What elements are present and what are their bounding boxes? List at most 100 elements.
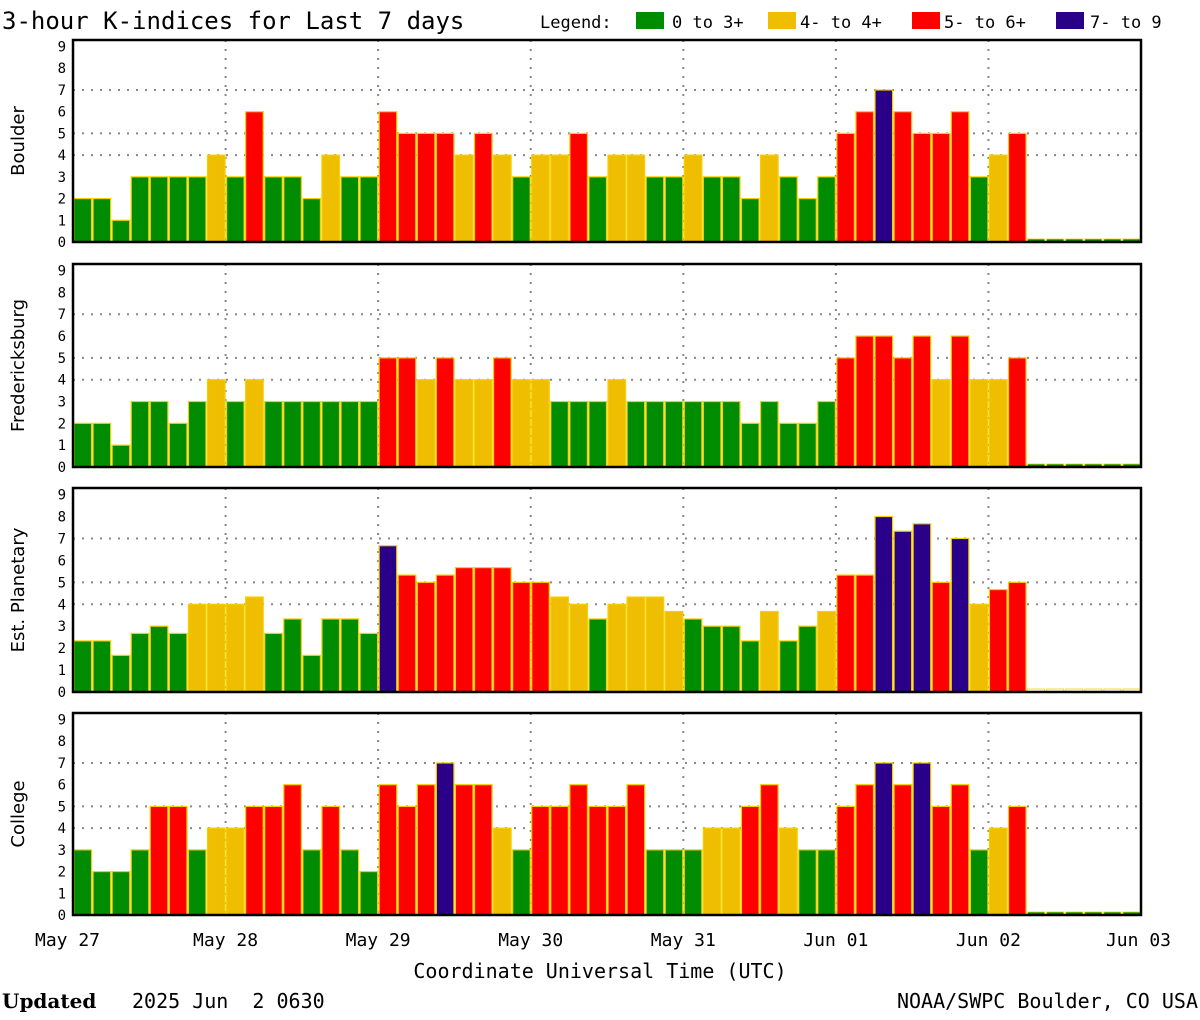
bar [187, 176, 207, 243]
bar [912, 762, 932, 916]
bar [531, 379, 550, 468]
bar [550, 596, 569, 693]
bar [512, 176, 531, 243]
bar [149, 176, 169, 243]
bar [588, 805, 608, 916]
bar [531, 581, 550, 693]
panel-label: College [8, 780, 29, 847]
legend-item-label: 7- to 9 [1090, 13, 1162, 33]
bar [321, 400, 341, 468]
bar [721, 400, 741, 468]
bar [588, 176, 608, 243]
y-tick-label: 5 [58, 799, 66, 815]
bar [779, 640, 798, 693]
bar [779, 176, 798, 243]
legend-item-label: 5- to 6+ [944, 13, 1026, 33]
bar [454, 784, 474, 916]
bar [664, 610, 684, 693]
bar [397, 132, 417, 243]
y-tick-label: 2 [58, 416, 66, 432]
bar [683, 618, 703, 693]
bar [130, 400, 150, 468]
bar [492, 827, 512, 916]
bar [607, 154, 627, 243]
bar [626, 596, 646, 693]
bar [73, 197, 93, 243]
bar [245, 379, 264, 468]
y-tick-label: 8 [58, 61, 66, 77]
bar [855, 335, 875, 468]
legend-item-label: 0 to 3+ [672, 13, 744, 33]
bar [302, 197, 322, 243]
bar [92, 422, 112, 468]
bar [492, 154, 512, 243]
bar [359, 870, 379, 916]
bar [206, 827, 226, 916]
bar [512, 379, 531, 468]
bar [359, 400, 379, 468]
bar [397, 357, 417, 468]
bar [893, 111, 913, 243]
bar [225, 603, 245, 693]
y-tick-label: 7 [58, 756, 66, 772]
y-tick-label: 9 [58, 264, 66, 280]
bar [664, 176, 684, 243]
bar [245, 805, 264, 916]
bar [435, 574, 455, 693]
bar [836, 357, 856, 468]
bar [245, 596, 264, 693]
bar [740, 197, 760, 243]
x-tick-label: May 31 [651, 930, 716, 951]
bar [931, 379, 951, 468]
bar [683, 154, 703, 243]
bar [950, 784, 970, 916]
bar [893, 530, 913, 693]
legend: Legend: 0 to 3+ 4- to 4+ 5- to 6+ 7- to … [540, 12, 1162, 33]
y-tick-label: 4 [58, 821, 66, 837]
bar [683, 400, 703, 468]
bar [130, 632, 150, 693]
bar [874, 89, 894, 243]
bar [626, 784, 646, 916]
bar [264, 632, 283, 693]
bar [473, 784, 493, 916]
panel-boulder: 0 1 2 3 4 5 6 7 8 9 Boulder [8, 38, 1143, 251]
bar [111, 870, 131, 916]
bar [206, 603, 226, 693]
x-tick-label: Jun 01 [803, 930, 868, 951]
x-tick-label: May 29 [346, 930, 411, 951]
y-tick-label: 3 [58, 395, 66, 411]
bar [817, 400, 836, 468]
bar [340, 849, 360, 916]
bar [607, 379, 627, 468]
bar [492, 357, 512, 468]
bar [340, 176, 360, 243]
bar [740, 422, 760, 468]
bar [378, 357, 398, 468]
y-tick-label: 1 [58, 663, 66, 679]
bar [149, 400, 169, 468]
bar [435, 357, 455, 468]
bar [988, 827, 1008, 916]
bar [454, 379, 474, 468]
bar [569, 132, 589, 243]
bar [1007, 357, 1027, 468]
y-tick-label: 6 [58, 329, 66, 345]
bar [702, 827, 722, 916]
bar [759, 784, 779, 916]
bar [206, 154, 226, 243]
bar [779, 827, 798, 916]
legend-swatch-green [636, 12, 664, 29]
credit-text: NOAA/SWPC Boulder, CO USA [897, 989, 1198, 1013]
bar [168, 632, 188, 693]
panel-est-planetary: 0 1 2 3 4 5 6 7 8 9 Est. Planetary [8, 486, 1143, 701]
y-tick-label: 3 [58, 619, 66, 635]
bar [264, 805, 283, 916]
bar [969, 849, 989, 916]
bar [988, 379, 1008, 468]
y-tick-label: 1 [58, 213, 66, 229]
y-tick-label: 5 [58, 351, 66, 367]
bar [416, 132, 436, 243]
bar [817, 176, 836, 243]
